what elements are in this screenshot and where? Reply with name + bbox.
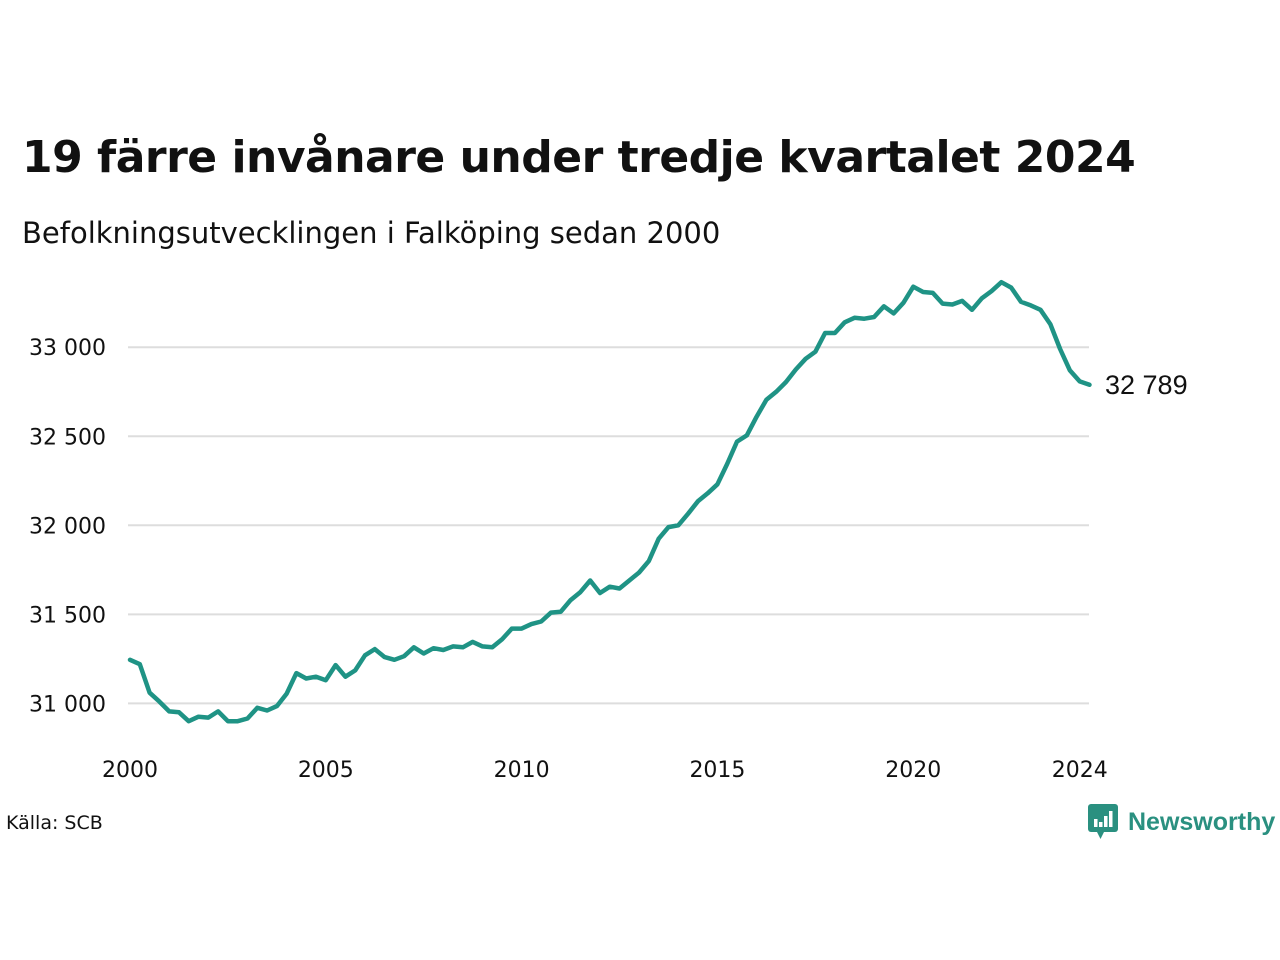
source-note: Källa: SCB [6,812,103,834]
y-tick-label: 32 500 [29,425,106,450]
y-tick-label: 31 500 [29,603,106,628]
chart-title: 19 färre invånare under tredje kvartalet… [22,132,1136,183]
series-line [127,279,1092,724]
x-tick-label: 2010 [494,758,550,783]
brand-name: Newsworthy [1128,807,1276,836]
y-tick-label: 32 000 [29,514,106,539]
y-tick-label: 33 000 [29,336,106,361]
y-tick-label: 31 000 [29,692,106,717]
newsworthy-logo-icon [1088,804,1118,839]
x-tick-label: 2005 [298,758,354,783]
x-tick-label: 2020 [885,758,941,783]
x-tick-label: 2000 [102,758,158,783]
chart-subtitle: Befolkningsutvecklingen i Falköping seda… [22,216,721,250]
end-value-label: 32 789 [1105,370,1188,400]
x-tick-label: 2015 [689,758,745,783]
x-tick-label: 2024 [1052,758,1108,783]
newsworthy-logo: Newsworthy [1088,804,1275,840]
